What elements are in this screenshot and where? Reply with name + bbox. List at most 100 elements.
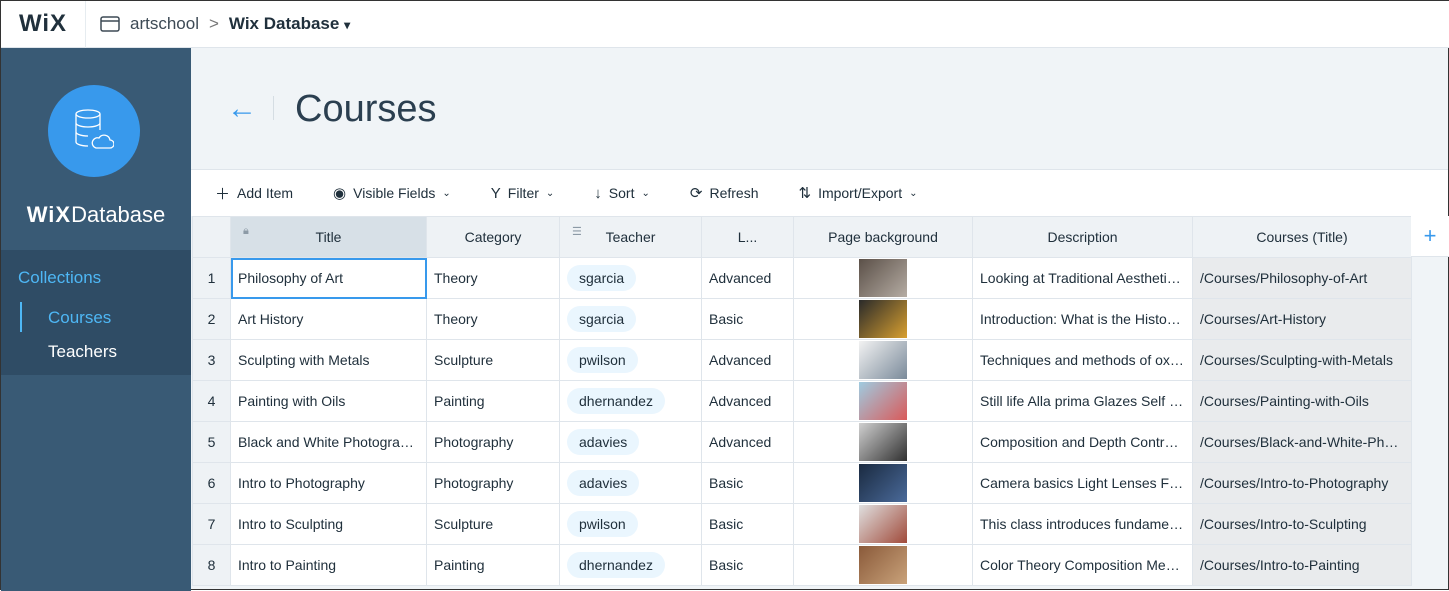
cell-description[interactable]: Camera basics Light Lenses Filt... [972, 462, 1193, 504]
teacher-chip[interactable]: pwilson [567, 511, 638, 537]
column-header-description[interactable]: Description [972, 216, 1193, 258]
background-thumbnail[interactable] [859, 300, 907, 338]
table-row[interactable]: 6 Intro to Photography Photography adavi… [192, 462, 1412, 504]
cell-level[interactable]: Advanced [701, 257, 794, 299]
collections-heading[interactable]: Collections [18, 268, 102, 287]
site-name[interactable]: artschool [130, 14, 199, 33]
column-header-level[interactable]: L... [701, 216, 794, 258]
background-thumbnail[interactable] [859, 341, 907, 379]
cell-title[interactable]: Black and White Photography [230, 421, 427, 463]
table-row[interactable]: 5 Black and White Photography Photograph… [192, 421, 1412, 463]
row-number[interactable]: 7 [192, 503, 231, 545]
cell-title[interactable]: Intro to Painting [230, 544, 427, 586]
column-header-category[interactable]: Category [426, 216, 560, 258]
cell-courses-title[interactable]: /Courses/Intro-to-Sculpting [1192, 503, 1412, 545]
column-header-title[interactable]: 🔒︎ Title [230, 216, 427, 258]
cell-description[interactable]: Introduction: What is the History... [972, 298, 1193, 340]
cell-description[interactable]: This class introduces fundament... [972, 503, 1193, 545]
teacher-chip[interactable]: adavies [567, 470, 640, 496]
import-export-button[interactable]: ⇅ Import/Export ⌄ [798, 184, 917, 202]
cell-title[interactable]: Sculpting with Metals [230, 339, 427, 381]
cell-courses-title[interactable]: /Courses/Black-and-White-Phot... [1192, 421, 1412, 463]
cell-teacher[interactable]: pwilson [559, 339, 702, 381]
row-number[interactable]: 6 [192, 462, 231, 504]
cell-level[interactable]: Basic [701, 503, 794, 545]
cell-description[interactable]: Still life Alla prima Glazes Self p... [972, 380, 1193, 422]
cell-page-background[interactable] [793, 298, 973, 340]
background-thumbnail[interactable] [859, 259, 907, 297]
background-thumbnail[interactable] [859, 546, 907, 584]
cell-page-background[interactable] [793, 380, 973, 422]
cell-teacher[interactable]: sgarcia [559, 298, 702, 340]
cell-title[interactable]: Intro to Sculpting [230, 503, 427, 545]
cell-category[interactable]: Theory [426, 298, 560, 340]
table-row[interactable]: 8 Intro to Painting Painting dhernandez … [192, 544, 1412, 586]
cell-title[interactable]: Philosophy of Art [230, 257, 427, 299]
cell-category[interactable]: Sculpture [426, 339, 560, 381]
cell-level[interactable]: Basic [701, 462, 794, 504]
cell-description[interactable]: Techniques and methods of oxy... [972, 339, 1193, 381]
cell-level[interactable]: Advanced [701, 339, 794, 381]
cell-level[interactable]: Advanced [701, 421, 794, 463]
cell-page-background[interactable] [793, 503, 973, 545]
cell-category[interactable]: Sculpture [426, 503, 560, 545]
row-number[interactable]: 3 [192, 339, 231, 381]
cell-page-background[interactable] [793, 462, 973, 504]
table-row[interactable]: 4 Painting with Oils Painting dhernandez… [192, 380, 1412, 422]
cell-courses-title[interactable]: /Courses/Intro-to-Painting [1192, 544, 1412, 586]
cell-title[interactable]: Intro to Photography [230, 462, 427, 504]
teacher-chip[interactable]: dhernandez [567, 388, 665, 414]
cell-page-background[interactable] [793, 421, 973, 463]
back-arrow-icon[interactable]: ← [227, 92, 257, 125]
cell-teacher[interactable]: adavies [559, 421, 702, 463]
cell-category[interactable]: Photography [426, 421, 560, 463]
add-item-button[interactable]: ＋ Add Item [215, 183, 293, 204]
cell-teacher[interactable]: dhernandez [559, 544, 702, 586]
cell-courses-title[interactable]: /Courses/Sculpting-with-Metals [1192, 339, 1412, 381]
cell-courses-title[interactable]: /Courses/Painting-with-Oils [1192, 380, 1412, 422]
teacher-chip[interactable]: dhernandez [567, 552, 665, 578]
sidebar-item-teachers[interactable]: Teachers [48, 342, 117, 361]
cell-category[interactable]: Painting [426, 380, 560, 422]
column-header-teacher[interactable]: ☰ Teacher [559, 216, 702, 258]
teacher-chip[interactable]: sgarcia [567, 306, 637, 332]
cell-teacher[interactable]: dhernandez [559, 380, 702, 422]
table-row[interactable]: 1 Philosophy of Art Theory sgarcia Advan… [192, 257, 1412, 299]
cell-page-background[interactable] [793, 257, 973, 299]
cell-teacher[interactable]: sgarcia [559, 257, 702, 299]
column-header-page-background[interactable]: Page background [793, 216, 973, 258]
teacher-chip[interactable]: pwilson [567, 347, 638, 373]
cell-title[interactable]: Art History [230, 298, 427, 340]
table-row[interactable]: 2 Art History Theory sgarcia Basic Intro… [192, 298, 1412, 340]
refresh-button[interactable]: ⟳ Refresh [690, 184, 759, 202]
add-column-button[interactable]: + [1411, 216, 1449, 257]
background-thumbnail[interactable] [859, 505, 907, 543]
background-thumbnail[interactable] [859, 464, 907, 502]
cell-level[interactable]: Advanced [701, 380, 794, 422]
cell-teacher[interactable]: pwilson [559, 503, 702, 545]
app-switcher[interactable]: Wix Database ▾ [229, 14, 350, 34]
row-number[interactable]: 1 [192, 257, 231, 299]
column-header-courses-title[interactable]: Courses (Title) [1192, 216, 1412, 258]
cell-teacher[interactable]: adavies [559, 462, 702, 504]
row-number[interactable]: 2 [192, 298, 231, 340]
cell-category[interactable]: Theory [426, 257, 560, 299]
table-row[interactable]: 3 Sculpting with Metals Sculpture pwilso… [192, 339, 1412, 381]
row-number[interactable]: 5 [192, 421, 231, 463]
background-thumbnail[interactable] [859, 382, 907, 420]
cell-description[interactable]: Composition and Depth Contras... [972, 421, 1193, 463]
cell-page-background[interactable] [793, 339, 973, 381]
sort-button[interactable]: ↓ Sort ⌄ [594, 185, 650, 202]
visible-fields-button[interactable]: ◉ Visible Fields ⌄ [333, 184, 451, 202]
filter-button[interactable]: Y Filter ⌄ [491, 185, 555, 202]
sidebar-item-courses[interactable]: Courses [48, 308, 112, 327]
cell-courses-title[interactable]: /Courses/Intro-to-Photography [1192, 462, 1412, 504]
cell-page-background[interactable] [793, 544, 973, 586]
background-thumbnail[interactable] [859, 423, 907, 461]
cell-category[interactable]: Photography [426, 462, 560, 504]
row-number[interactable]: 8 [192, 544, 231, 586]
cell-category[interactable]: Painting [426, 544, 560, 586]
cell-description[interactable]: Color Theory Composition Medi... [972, 544, 1193, 586]
table-row[interactable]: 7 Intro to Sculpting Sculpture pwilson B… [192, 503, 1412, 545]
wix-logo[interactable]: WiX [1, 0, 86, 48]
